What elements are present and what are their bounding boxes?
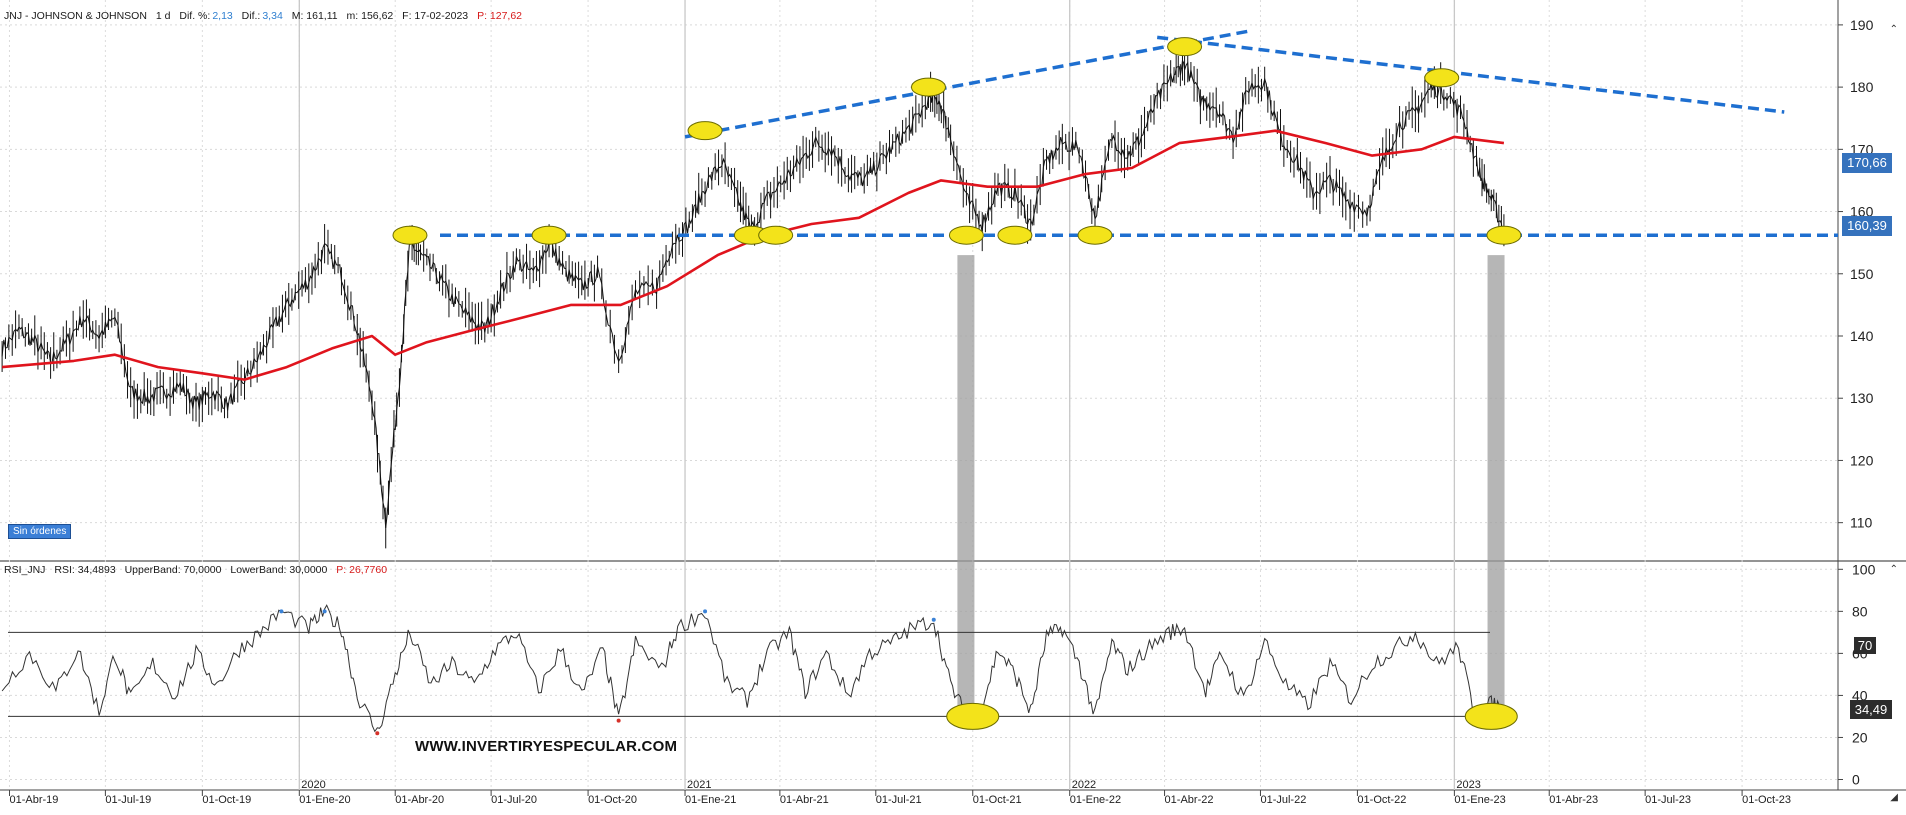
ma-price-tag: 170,66 (1842, 153, 1892, 173)
price-tick-label: 110 (1850, 515, 1873, 531)
date-label: F: 17-02-2023 (402, 10, 469, 22)
x-tick-label: 01-Ene-20 (299, 794, 350, 806)
rsi-touch-marker (946, 702, 1000, 730)
p-label: P: 127,62 (477, 10, 523, 22)
price-tick-label: 160 (1850, 204, 1874, 220)
shaded-bar (957, 255, 975, 709)
x-tick-label: 01-Jul-22 (1260, 794, 1306, 806)
dif-pct-label: Dif. %: (179, 10, 211, 22)
year-label: 2021 (687, 779, 711, 791)
price-tick-label: 180 (1850, 79, 1874, 95)
rsi-oversold-point (616, 718, 621, 723)
rsi-series (1, 604, 1505, 736)
rsi-oversold-point (375, 731, 380, 736)
rsi-tick-label: 80 (1852, 603, 1868, 619)
x-tick-label: 01-Abr-20 (395, 794, 444, 806)
rsi-upper-tag: 70 (1854, 637, 1876, 654)
ma-line (1, 129, 1505, 381)
rsi-lower-label: LowerBand: 30,0000 (230, 564, 328, 576)
ticker-label: JNJ - JOHNSON & JOHNSON (4, 10, 147, 22)
touch-marker (1486, 225, 1522, 245)
last-price-tag: 160,39 (1842, 216, 1892, 236)
axes: 01-Abr-19 01-Jul-19 01-Oct-19 01-Ene-20 01-A… (9, 17, 1875, 806)
price-tick-label: 150 (1850, 266, 1874, 282)
price-panel-header: JNJ - JOHNSON & JOHNSON 1 d Dif. %: 2,13 … (4, 10, 528, 22)
x-tick-label: 01-Abr-22 (1165, 794, 1214, 806)
grid (0, 0, 1906, 796)
price-panel-bg (0, 0, 1906, 560)
touch-marker (997, 225, 1033, 245)
price-tick-label: 190 (1850, 17, 1874, 33)
shaded-bar (1487, 255, 1505, 709)
scroll-up-icon[interactable]: ⌃ (1889, 24, 1898, 35)
year-label: 2023 (1456, 779, 1480, 791)
x-tick-label: 01-Ene-22 (1070, 794, 1121, 806)
rsi-title: RSI_JNJ (4, 564, 46, 576)
dif-value: 3,34 (262, 10, 283, 22)
price-tick-label: 140 (1850, 328, 1874, 344)
rsi-value-tag: 34,49 (1850, 700, 1892, 719)
x-tick-label: 01-Jul-20 (491, 794, 537, 806)
rsi-overbought-point (322, 609, 327, 614)
price-series (1, 40, 1505, 549)
x-tick-label: 01-Oct-22 (1357, 794, 1406, 806)
x-tick-label: 01-Ene-21 (685, 794, 736, 806)
shaded-bars (957, 255, 1505, 709)
resize-icon[interactable]: ◢ (1890, 792, 1898, 803)
x-tick-label: 01-Jul-23 (1645, 794, 1691, 806)
watermark: WWW.INVERTIRYESPECULAR.COM (415, 738, 678, 755)
rsi-value-label: RSI: 34,4893 (54, 564, 116, 576)
dif-pct-value: 2,13 (212, 10, 233, 22)
year-label: 2020 (301, 779, 325, 791)
rsi-overbought-point (703, 609, 708, 614)
touch-marker (531, 225, 567, 245)
price-tick-label: 130 (1850, 390, 1874, 406)
x-tick-label: 01-Oct-20 (588, 794, 637, 806)
rsi-touch-marker (1464, 702, 1518, 730)
x-tick-label: 01-Abr-23 (1549, 794, 1598, 806)
x-tick-label: 01-Oct-21 (973, 794, 1022, 806)
rsi-panel-header: RSI_JNJ RSI: 34,4893 UpperBand: 70,0000 … (4, 564, 393, 576)
moving-average-series (1, 129, 1505, 381)
x-tick-label: 01-Abr-19 (9, 794, 58, 806)
touch-marker (687, 121, 723, 141)
year-label: 2022 (1072, 779, 1096, 791)
collapse-icon[interactable]: ⌃ (1889, 564, 1898, 575)
touch-marker (948, 225, 984, 245)
touch-marker (1424, 68, 1460, 88)
rsi-overbought-point (931, 617, 936, 622)
rsi-tick-label: 100 (1852, 561, 1876, 577)
rsi-line (1, 604, 1505, 733)
max-label: M: 161,11 (291, 10, 338, 22)
touch-markers (392, 37, 1522, 730)
rsi-tick-label: 20 (1852, 729, 1868, 745)
x-tick-label: 01-Jul-19 (105, 794, 151, 806)
x-tick-label: 01-Ene-23 (1454, 794, 1505, 806)
rsi-p-label: P: 26,7760 (336, 564, 388, 576)
trendline (1156, 35, 1785, 114)
touch-marker (1167, 37, 1203, 57)
orders-badge[interactable]: Sin órdenes (8, 524, 72, 539)
price-tick-label: 120 (1850, 452, 1874, 468)
min-label: m: 156,62 (346, 10, 394, 22)
touch-marker (758, 225, 794, 245)
rsi-upper-label: UpperBand: 70,0000 (124, 564, 222, 576)
dif-label: Dif.: (241, 10, 261, 22)
trendline (684, 29, 1250, 139)
rsi-tick-label: 0 (1852, 771, 1860, 787)
touch-marker (910, 77, 946, 97)
rsi-tick-label: 40 (1852, 687, 1868, 703)
x-tick-label: 01-Jul-21 (876, 794, 922, 806)
x-tick-label: 01-Abr-21 (780, 794, 829, 806)
touch-marker (392, 225, 428, 245)
x-tick-label: 01-Oct-19 (202, 794, 251, 806)
x-tick-label: 01-Oct-23 (1742, 794, 1791, 806)
touch-marker (1077, 225, 1113, 245)
timeframe-label: 1 d (155, 10, 171, 22)
price-line (1, 58, 1505, 529)
trendlines (440, 29, 1838, 237)
rsi-overbought-point (279, 609, 284, 614)
